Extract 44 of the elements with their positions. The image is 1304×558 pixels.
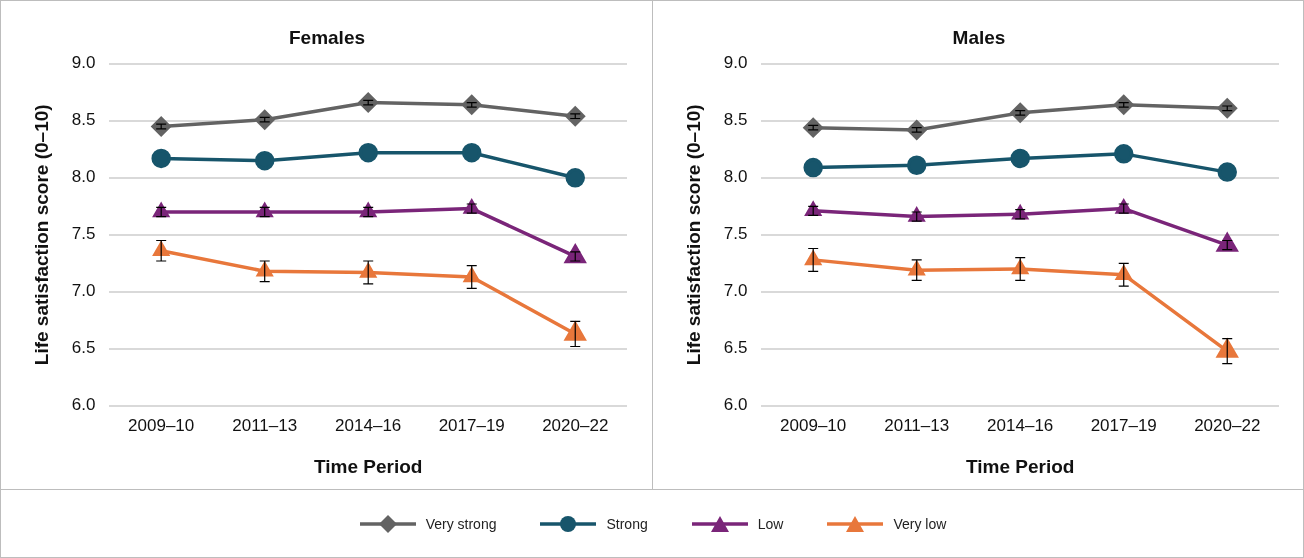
point [151, 148, 171, 169]
y-tick-label: 6.5 [71, 338, 96, 358]
legend-label: Low [757, 515, 784, 532]
y-tick-label: 9.0 [723, 53, 748, 73]
point [565, 168, 585, 188]
x-tick-label: 2009–10 [128, 415, 195, 435]
y-tick-label: 6.0 [71, 395, 96, 415]
x-tick-label: 2020–22 [542, 415, 609, 435]
point [906, 155, 927, 176]
point [461, 142, 482, 163]
x-tick-label: 2017–19 [438, 415, 505, 435]
y-tick-label: 8.5 [723, 110, 748, 130]
y-tick-label: 9.0 [71, 53, 96, 73]
chart-title: Males [952, 26, 1006, 48]
point [1113, 144, 1134, 164]
y-axis-title: Life satisfaction score (0–10) [682, 104, 704, 366]
point [1010, 148, 1030, 169]
x-axis-title: Time Period [314, 455, 423, 477]
x-tick-label: 2014–16 [335, 415, 402, 435]
y-tick-label: 8.0 [723, 167, 748, 187]
x-tick-label: 2011–13 [232, 415, 298, 435]
x-tick-label: 2017–19 [1090, 415, 1157, 435]
y-tick-label: 6.5 [723, 338, 748, 358]
y-tick-label: 6.0 [723, 395, 748, 415]
legend-label: Strong [606, 515, 648, 532]
x-axis-title: Time Period [966, 455, 1075, 477]
y-tick-label: 7.5 [71, 224, 96, 244]
x-tick-label: 2020–22 [1194, 415, 1261, 435]
y-tick-label: 7.5 [723, 224, 748, 244]
x-tick-label: 2011–13 [884, 415, 950, 435]
point [1217, 162, 1237, 182]
x-tick-label: 2014–16 [987, 415, 1054, 435]
x-tick-label: 2009–10 [780, 415, 847, 435]
legend-label: Very strong [425, 515, 497, 532]
y-axis-title: Life satisfaction score (0–10) [30, 104, 52, 366]
y-tick-label: 7.0 [71, 281, 96, 301]
y-tick-label: 8.5 [71, 110, 96, 130]
point [803, 157, 823, 178]
point [254, 150, 275, 171]
legend-label: Very low [893, 515, 947, 532]
chart-title: Females [288, 26, 366, 48]
point [358, 142, 378, 163]
y-tick-label: 7.0 [723, 281, 748, 301]
y-tick-label: 8.0 [71, 167, 96, 187]
